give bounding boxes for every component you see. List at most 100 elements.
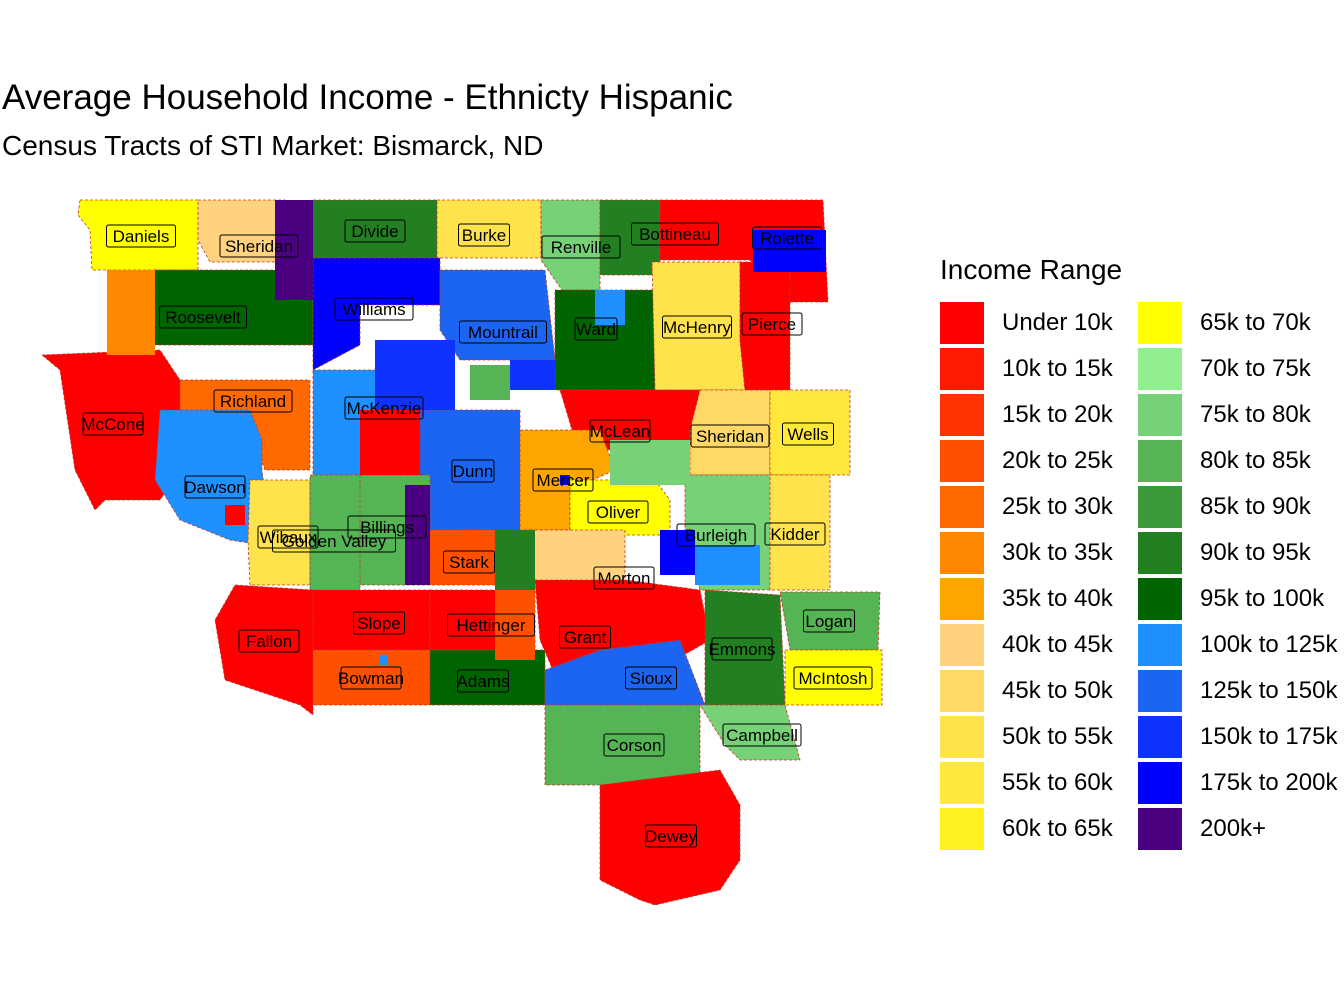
census-tract xyxy=(380,655,388,665)
county-label-text: Wells xyxy=(787,425,828,444)
county-label: Roosevelt xyxy=(159,305,247,329)
legend-item: 35k to 40k xyxy=(940,578,1113,620)
census-tract xyxy=(225,505,245,525)
legend-item: 125k to 150k xyxy=(1138,670,1337,712)
legend-label: 125k to 150k xyxy=(1200,677,1338,704)
legend-label: 85k to 90k xyxy=(1200,493,1311,520)
legend-label: 40k to 45k xyxy=(1002,631,1113,658)
county-label-text: Grant xyxy=(564,628,607,647)
census-tract xyxy=(610,440,690,485)
legend-swatch xyxy=(1138,486,1182,528)
legend-label: 15k to 20k xyxy=(1002,401,1113,428)
county-label-text: Richland xyxy=(220,392,286,411)
county-label-text: Williams xyxy=(342,300,405,319)
county-label-text: Bottineau xyxy=(639,225,711,244)
legend-swatch xyxy=(940,440,984,482)
county-label-text: Dewey xyxy=(645,827,697,846)
county-label: Morton xyxy=(593,566,655,590)
legend-swatch xyxy=(1138,762,1182,804)
county-label: Wibaux xyxy=(257,525,319,549)
census-tract xyxy=(510,360,555,390)
legend-swatch xyxy=(1138,394,1182,436)
county-label: Pierce xyxy=(741,312,803,336)
legend-item: 90k to 95k xyxy=(1138,532,1311,574)
county-mcintosh xyxy=(784,649,883,706)
county-label-text: Morton xyxy=(598,569,651,588)
county-label-text: Dawson xyxy=(184,478,245,497)
legend-swatch xyxy=(1138,302,1182,344)
legend-label: 75k to 80k xyxy=(1200,401,1311,428)
census-tract xyxy=(470,365,510,400)
county-label-text: McIntosh xyxy=(799,669,868,688)
legend-label: 35k to 40k xyxy=(1002,585,1113,612)
county-label: Stark xyxy=(443,550,495,574)
census-tract xyxy=(495,590,535,660)
county-label-text: Burke xyxy=(462,226,506,245)
legend-title: Income Range xyxy=(940,254,1123,285)
choropleth-map: Daniels Sheridan Divide Burke Renville Bottin… xyxy=(40,199,883,906)
county-label-text: Fallon xyxy=(246,632,292,651)
legend-swatch xyxy=(940,302,984,344)
legend-item: 15k to 20k xyxy=(940,394,1113,436)
map-subtitle: Census Tracts of STI Market: Bismarck, N… xyxy=(2,130,544,161)
census-tract xyxy=(560,475,570,485)
county-kidder xyxy=(769,474,831,591)
county-label-text: Wibaux xyxy=(260,528,317,547)
county-label: Corson xyxy=(603,733,665,757)
legend-item: 60k to 65k xyxy=(940,808,1113,850)
county-label: Daniels xyxy=(106,224,176,248)
county-label-text: Slope xyxy=(357,614,400,633)
county-label: Mercer xyxy=(532,468,594,492)
county-label: McKenzie xyxy=(344,396,424,420)
county-label-text: Kidder xyxy=(770,525,819,544)
county-label: Ward xyxy=(574,317,618,341)
county-label: McHenry xyxy=(662,315,732,339)
county-label: Mountrail xyxy=(459,320,547,344)
county-label: Richland xyxy=(213,389,293,413)
county-label-text: Adams xyxy=(457,672,510,691)
county-mountrail xyxy=(439,269,556,361)
legend-item: 80k to 85k xyxy=(1138,440,1311,482)
legend-label: 200k+ xyxy=(1200,815,1267,842)
county-label-text: Burleigh xyxy=(685,526,747,545)
legend-label: 10k to 15k xyxy=(1002,355,1113,382)
legend-label: 150k to 175k xyxy=(1200,723,1338,750)
county-label-text: Mercer xyxy=(537,471,590,490)
legend-swatch xyxy=(940,532,984,574)
legend-item: 100k to 125k xyxy=(1138,624,1337,666)
legend-label: 70k to 75k xyxy=(1200,355,1311,382)
county-label-text: Sheridan xyxy=(696,427,764,446)
legend-swatch xyxy=(940,624,984,666)
legend-item: Under 10k xyxy=(940,302,1113,344)
legend-label: 65k to 70k xyxy=(1200,309,1311,336)
county-label: Divide xyxy=(344,219,406,243)
legend-label: 175k to 200k xyxy=(1200,769,1338,796)
county-fallon xyxy=(214,584,314,716)
county-label-text: Billings xyxy=(360,518,414,537)
county-label-text: McLean xyxy=(590,422,650,441)
county-label-text: McHenry xyxy=(663,318,732,337)
county-label-text: Divide xyxy=(351,222,398,241)
legend-swatch xyxy=(1138,670,1182,712)
legend-item: 10k to 15k xyxy=(940,348,1113,390)
county-label-text: Golden Valley xyxy=(282,532,387,551)
county-wibaux xyxy=(247,479,311,586)
legend-item: 50k to 55k xyxy=(940,716,1113,758)
county-label: Dunn xyxy=(451,459,495,483)
census-tract xyxy=(695,545,760,585)
county-label-text: Stark xyxy=(449,553,489,572)
county-label: Renville xyxy=(541,235,621,259)
legend-item: 40k to 45k xyxy=(940,624,1113,666)
legend-swatch xyxy=(940,348,984,390)
county-label-text: Bowman xyxy=(338,669,404,688)
county-label: Burke xyxy=(458,223,510,247)
county-label: Sheridan xyxy=(219,234,299,258)
county-label-text: Pierce xyxy=(748,315,796,334)
legend-swatch xyxy=(940,486,984,528)
county-label: Logan xyxy=(803,609,855,633)
legend-item: 30k to 35k xyxy=(940,532,1113,574)
county-label: Bowman xyxy=(338,666,404,690)
legend-label: 60k to 65k xyxy=(1002,815,1113,842)
county-label: Williams xyxy=(334,297,414,321)
legend-item: 65k to 70k xyxy=(1138,302,1311,344)
